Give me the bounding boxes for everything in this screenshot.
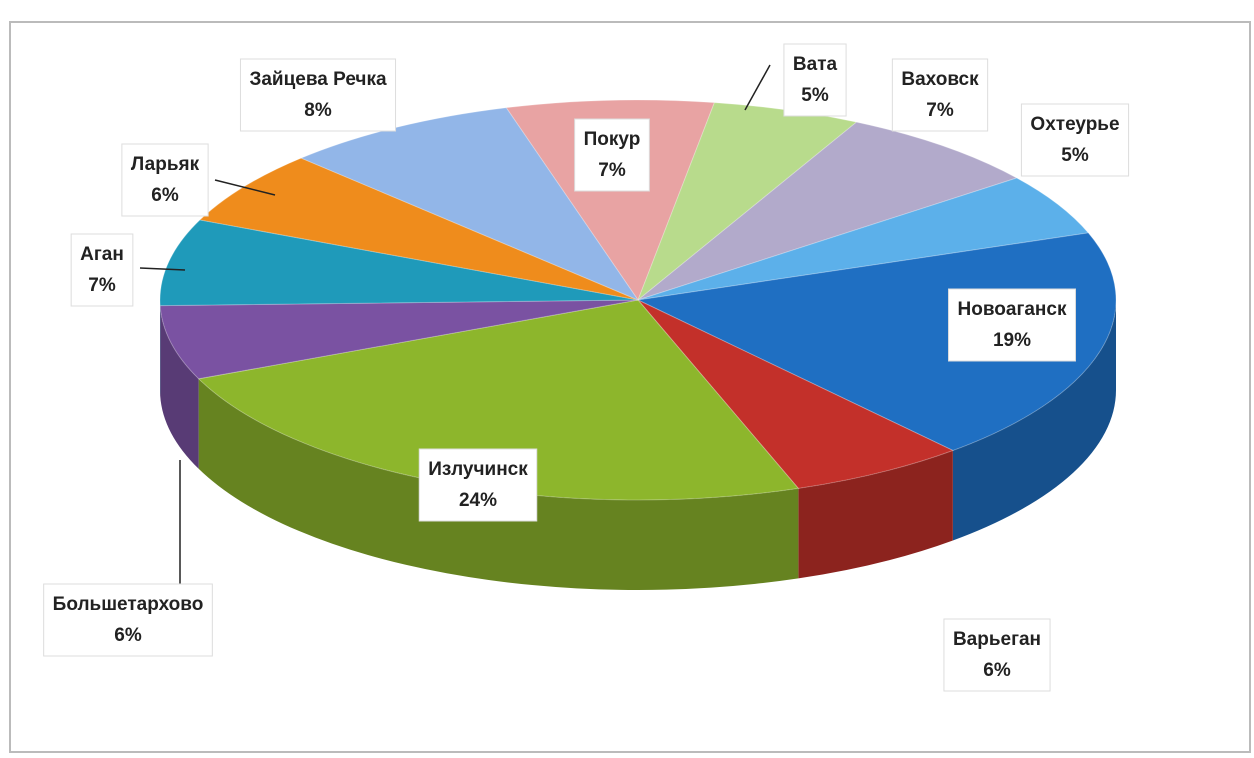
pie-side — [160, 305, 199, 469]
label-box — [948, 288, 1076, 362]
label-box — [418, 448, 538, 522]
label-box — [891, 58, 989, 132]
data-label: Новоаганск 19% — [948, 288, 1076, 362]
label-value: 6% — [151, 185, 179, 206]
label-name: Ваховск — [901, 69, 979, 90]
label-name: Аган — [80, 244, 124, 265]
pie-side — [952, 300, 1116, 541]
label-value: 6% — [114, 625, 142, 646]
data-label: Ваховск 7% — [891, 58, 989, 132]
pie-slice — [159, 299, 639, 380]
data-label: Варьеган 6% — [943, 618, 1051, 692]
pie-slice — [505, 99, 716, 302]
pie-slice — [636, 232, 1117, 452]
label-value: 19% — [993, 330, 1031, 351]
label-value: 7% — [926, 100, 954, 121]
data-label: Охтеурье 5% — [1020, 103, 1130, 177]
label-value: 5% — [801, 85, 829, 106]
label-name: Охтеурье — [1030, 114, 1119, 135]
pie-side — [798, 450, 953, 579]
label-name: Излучинск — [428, 459, 528, 480]
data-label: Зайцева Речка 8% — [239, 58, 397, 132]
data-label: Покур 7% — [574, 118, 650, 192]
label-box — [70, 233, 134, 307]
pie-slice — [299, 107, 640, 302]
label-name: Варьеган — [953, 629, 1041, 650]
label-box — [574, 118, 650, 192]
label-box — [121, 143, 209, 217]
label-name: Вата — [793, 54, 838, 75]
data-label: Аган 7% — [70, 233, 134, 307]
label-value: 7% — [88, 275, 116, 296]
label-value: 24% — [459, 490, 497, 511]
label-value: 8% — [304, 100, 332, 121]
label-name: Покур — [584, 129, 641, 150]
leader-line — [214, 179, 276, 196]
label-box — [43, 583, 213, 657]
data-label: Большетархово 6% — [43, 583, 213, 657]
label-name: Зайцева Речка — [249, 69, 387, 90]
label-name: Новоаганск — [958, 299, 1067, 320]
leader-line — [744, 64, 771, 111]
label-box — [943, 618, 1051, 692]
label-value: 5% — [1061, 145, 1089, 166]
labels: Покур 7% Вата 5% Ваховск 7% Охтеурье 5% Новоаган… — [43, 43, 1130, 692]
pie-slice — [637, 299, 955, 489]
pie-slice — [159, 219, 639, 307]
pie-slice — [637, 121, 1018, 301]
label-box — [783, 43, 847, 117]
pie — [159, 99, 1117, 590]
data-label: Излучинск 24% — [418, 448, 538, 522]
pie-slice — [637, 177, 1090, 301]
label-value: 7% — [598, 160, 626, 181]
label-value: 6% — [983, 660, 1011, 681]
label-box — [239, 58, 397, 132]
label-name: Большетархово — [53, 594, 204, 615]
pie-side — [198, 378, 799, 590]
data-label: Ларьяк 6% — [121, 143, 209, 217]
leader-line — [139, 267, 186, 271]
data-label: Вата 5% — [783, 43, 847, 117]
label-name: Ларьяк — [131, 154, 200, 175]
label-box — [1020, 103, 1130, 177]
